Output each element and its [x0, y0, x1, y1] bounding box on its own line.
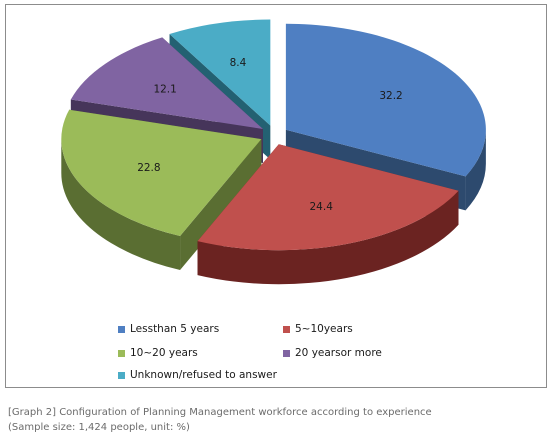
slice-unknown	[169, 19, 271, 126]
caption-title: [Graph 2] Configuration of Planning Mana…	[8, 407, 432, 418]
legend-swatch	[283, 349, 290, 357]
data-label-5-10: 24.4	[310, 201, 334, 213]
legend-swatch	[118, 325, 125, 333]
legend-label: Lessthan 5 years	[130, 323, 220, 335]
data-label-unknown: 8.4	[230, 57, 247, 69]
legend: Lessthan 5 years 5~10years 10~20 years 2…	[118, 323, 418, 391]
legend-item-10-20: 10~20 years	[118, 347, 198, 359]
pie-tops	[61, 19, 486, 251]
slice-less-than-5	[285, 23, 486, 177]
chart-frame: 32.2 24.4 22.8 12.1 8.4 Lessthan 5 years 5~1…	[5, 4, 547, 388]
legend-label: 5~10years	[295, 323, 353, 335]
legend-label: Unknown/refused to answer	[130, 369, 277, 381]
slice-wall-less-than-5	[465, 129, 486, 211]
slice-wall-5-10	[197, 190, 459, 285]
data-label-less-than-5: 32.2	[379, 90, 402, 102]
legend-item-less-than-5: Lessthan 5 years	[118, 323, 219, 335]
slice-wall-10-20	[61, 139, 181, 270]
legend-swatch	[118, 371, 125, 379]
chart-caption: [Graph 2] Configuration of Planning Mana…	[8, 405, 432, 435]
caption-sample-note: (Sample size: 1,424 people, unit: %)	[8, 422, 190, 433]
pie-labels: 32.2 24.4 22.8 12.1 8.4	[137, 57, 403, 213]
slice-side-10-20	[180, 139, 262, 270]
data-label-10-20: 22.8	[137, 162, 160, 174]
pie-chart: 32.2 24.4 22.8 12.1 8.4	[61, 19, 486, 285]
legend-swatch	[283, 325, 290, 333]
legend-item-5-10: 5~10years	[283, 323, 353, 335]
slice-5-10	[197, 144, 459, 251]
legend-swatch	[118, 349, 125, 357]
slice-20-plus	[70, 37, 263, 129]
legend-label: 10~20 years	[130, 347, 198, 359]
legend-label: 20 yearsor more	[295, 347, 382, 359]
data-label-20-plus: 12.1	[153, 84, 176, 96]
legend-item-20-plus: 20 yearsor more	[283, 347, 382, 359]
legend-item-unknown: Unknown/refused to answer	[118, 369, 277, 381]
slice-10-20	[61, 109, 262, 236]
